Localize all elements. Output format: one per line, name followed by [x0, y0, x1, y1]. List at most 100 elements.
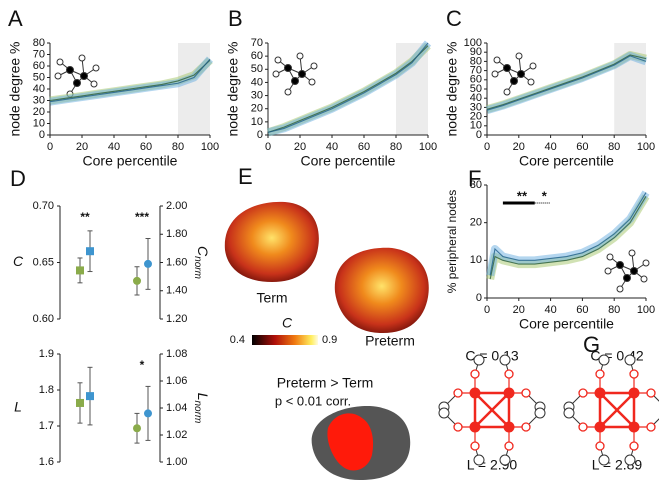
x-tick-label: 40	[544, 141, 556, 153]
x-tick-label: 100	[637, 304, 655, 316]
x-tick-label: 0	[484, 304, 490, 316]
icon-node	[310, 62, 318, 70]
y-tick-label: 1.8	[39, 384, 54, 396]
core-edge	[599, 392, 635, 428]
x-axis-label: Core percentile	[301, 153, 396, 169]
y2-axis-label-sub: norm	[192, 401, 203, 424]
y2-tick-label: 1.04	[166, 402, 187, 414]
peripheral-node	[521, 388, 531, 398]
network-diagram	[563, 354, 659, 466]
annotation: *	[140, 358, 145, 372]
point	[144, 409, 152, 418]
core-node	[594, 387, 606, 399]
icon-node	[510, 77, 518, 85]
y-tick-label: 30	[251, 89, 263, 101]
y-tick-label: 30	[33, 94, 45, 106]
y2-tick-label: 1.80	[166, 228, 187, 240]
icon-node	[274, 56, 282, 64]
icon-node	[80, 72, 88, 80]
panel-label: A	[8, 6, 23, 31]
series-line	[486, 55, 647, 111]
peripheral-node	[470, 441, 480, 451]
x-tick-label: 0	[265, 141, 271, 153]
y2-axis-label-main: C	[195, 246, 211, 257]
icon-node	[623, 274, 631, 282]
y-tick-label: 40	[251, 76, 263, 88]
icon-node	[606, 253, 614, 261]
x-axis-label: Core percentile	[83, 153, 178, 169]
core-node	[503, 421, 515, 433]
y2-tick-label: 1.20	[166, 313, 187, 325]
x-tick-label: 0	[484, 141, 490, 153]
x-tick-label: 20	[76, 141, 88, 153]
contrast-cluster	[327, 413, 374, 471]
point	[133, 424, 141, 433]
x-tick-label: 40	[108, 141, 120, 153]
y-tick-label: 1.9	[39, 348, 54, 360]
y-tick-label: 10	[470, 120, 482, 132]
series-line	[49, 58, 211, 103]
icon-node	[529, 62, 537, 70]
y2-tick-label: 1.06	[166, 375, 187, 387]
icon-node	[56, 58, 64, 66]
y-tick-label: 50	[470, 83, 482, 95]
point	[76, 266, 84, 275]
y-tick-label: 0	[257, 129, 263, 141]
x-tick-label: 20	[513, 304, 525, 316]
y-tick-label: 30	[470, 101, 482, 113]
outer-node	[473, 354, 485, 366]
icon-node	[73, 79, 81, 87]
icon-node	[92, 64, 100, 72]
y2-tick-label: 1.00	[166, 456, 187, 468]
y-axis-label: node degree %	[444, 42, 460, 137]
core-node	[628, 421, 640, 433]
peripheral-node	[453, 422, 463, 432]
icon-node	[630, 267, 638, 275]
annotation: **	[517, 188, 528, 203]
icon-node	[90, 80, 98, 88]
y-tick-label: 60	[33, 60, 45, 72]
brain-label: Preterm	[365, 333, 415, 349]
icon-node	[272, 70, 280, 78]
peripheral-node	[470, 369, 480, 379]
series-line	[489, 196, 647, 280]
network-icon	[491, 52, 537, 96]
core-node	[594, 421, 606, 433]
annotation: *	[542, 188, 548, 203]
y-tick-label: 0	[39, 129, 45, 141]
y2-axis-label-main: L	[195, 393, 211, 401]
panel-label: C	[446, 6, 462, 31]
contrast-label: Preterm > Term	[277, 375, 374, 391]
colorbar-tick-label: 0.4	[230, 334, 245, 346]
clustering-label: C = 0.13	[465, 348, 519, 364]
point	[86, 247, 94, 256]
icon-node	[503, 88, 511, 96]
network-icon	[272, 52, 318, 96]
y-axis-label: C	[13, 253, 24, 269]
peripheral-node	[646, 388, 656, 398]
x-axis-label: Core percentile	[519, 316, 614, 332]
colorbar-label: C	[282, 315, 293, 331]
x-tick-label: 100	[201, 141, 219, 153]
y-tick-label: 1.6	[39, 456, 54, 468]
y-tick-label: 20	[251, 103, 263, 115]
y-tick-label: 90	[470, 46, 482, 58]
icon-node	[308, 78, 316, 86]
y-tick-label: 50	[33, 71, 45, 83]
core-edge	[474, 392, 510, 428]
annotation: ***	[135, 210, 149, 224]
x-tick-label: 80	[608, 304, 620, 316]
y-tick-label: 70	[251, 37, 263, 49]
y-tick-label: 0.65	[33, 256, 54, 268]
y-tick-label: 100	[464, 37, 482, 49]
brain-term	[224, 201, 319, 282]
x-tick-label: 20	[513, 141, 525, 153]
icon-node	[54, 72, 62, 80]
peripheral-node	[578, 422, 588, 432]
icon-node	[517, 70, 525, 78]
outer-node	[499, 454, 511, 466]
icon-node	[284, 88, 292, 96]
series-line	[49, 59, 211, 102]
shaded-region	[178, 43, 210, 135]
icon-node	[78, 54, 86, 62]
